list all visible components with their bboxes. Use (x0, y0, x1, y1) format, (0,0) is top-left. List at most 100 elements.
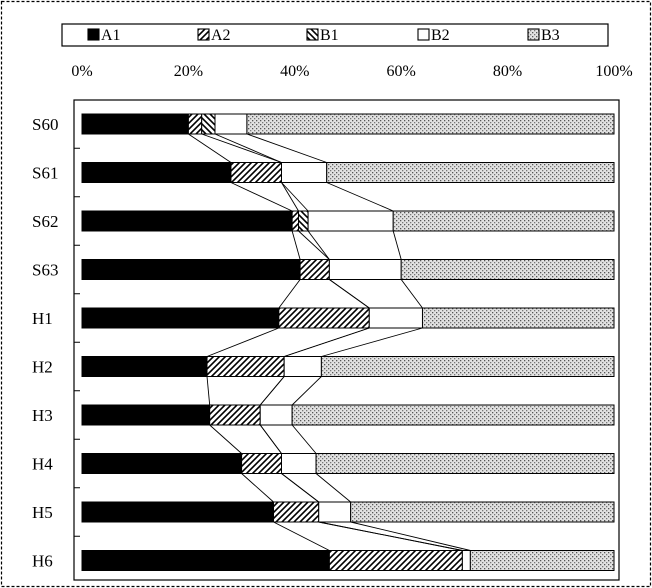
bar-segment-h3-a1 (81, 404, 211, 426)
connector-line (281, 182, 309, 212)
bar-segment-s63-b3 (400, 259, 615, 280)
bar-segment-h2-a2 (206, 356, 285, 377)
connector-line (209, 424, 242, 454)
bar-segment-h6-a1 (81, 550, 330, 571)
y-axis-category-labels: S60 S61 S62 S63 H1 H2 H3 H4 H5 H6 (32, 115, 58, 571)
connector-line (291, 424, 317, 454)
category-label-s62: S62 (32, 212, 58, 231)
bar-segment-s60-a2 (187, 113, 203, 135)
bar-segment-s61-b3 (326, 162, 615, 183)
legend-swatch-b3 (527, 28, 540, 41)
connector-line (298, 230, 330, 260)
connector-line (291, 230, 301, 260)
bar-segment-h2-b3 (320, 356, 615, 377)
connector-line (214, 133, 282, 163)
bar-segment-h5-a2 (273, 501, 320, 523)
bar-segment-h3-b2 (259, 404, 293, 426)
bar-segment-s61-a2 (230, 162, 283, 183)
bar-segment-s62-b2 (307, 210, 394, 232)
legend-label-a1: A1 (101, 27, 121, 44)
category-label-s61: S61 (32, 164, 58, 183)
connector-line (206, 327, 280, 357)
x-axis-tick-labels: 0% 20% 40% 60% 80% 100% (71, 63, 632, 80)
category-label-h5: H5 (32, 503, 53, 522)
bar-segment-s60-b2 (214, 113, 248, 135)
legend-label-a2: A2 (211, 27, 231, 44)
connector-line (201, 133, 282, 163)
connector-line (392, 230, 402, 260)
legend-label-b2: B2 (431, 27, 450, 44)
category-label-s63: S63 (32, 261, 58, 280)
bar-segment-h1-a1 (81, 307, 280, 329)
bar-segment-h1-a2 (278, 307, 370, 329)
bar-segment-s62-a2 (291, 210, 300, 232)
x-tick-label-100-: 100% (595, 63, 632, 80)
connector-line (315, 473, 351, 503)
bar-segment-h1-b3 (421, 307, 615, 329)
connector-line (259, 376, 285, 406)
connector-line (400, 279, 423, 309)
connector-line (318, 521, 463, 551)
bar-segment-s63-b2 (328, 259, 402, 280)
bar-segment-h3-b3 (291, 404, 615, 426)
bar-segment-s63-a2 (299, 259, 330, 280)
connector-line (241, 473, 274, 503)
connector-line (350, 521, 471, 551)
connector-line (188, 133, 232, 163)
bar-segment-h4-b3 (315, 453, 615, 474)
legend-label-b1: B1 (320, 27, 339, 44)
connector-line (329, 279, 370, 309)
category-label-h3: H3 (32, 406, 53, 425)
connector-line (307, 230, 330, 260)
legend-swatch-b2 (417, 28, 430, 41)
x-tick-label-80-: 80% (493, 63, 522, 80)
bars (81, 113, 615, 571)
bar-segment-s62-a1 (81, 210, 293, 232)
category-label-s60: S60 (32, 115, 58, 134)
bar-segment-s60-a1 (81, 113, 189, 135)
category-label-h4: H4 (32, 455, 53, 474)
bar-segment-s61-b2 (281, 162, 328, 183)
connector-line (259, 424, 282, 454)
bar-segment-h4-b2 (281, 453, 317, 474)
legend-label-b3: B3 (541, 27, 560, 44)
bar-segment-h5-a1 (81, 501, 275, 523)
bar-segment-s63-a1 (81, 259, 301, 280)
connector-line (326, 182, 394, 212)
bar-segment-h6-a2 (328, 550, 463, 571)
category-label-h2: H2 (32, 358, 53, 377)
bar-segment-h5-b2 (318, 501, 352, 523)
category-label-h6: H6 (32, 552, 53, 571)
connector-line (321, 327, 423, 357)
x-tick-label-20-: 20% (174, 63, 203, 80)
connector-line (230, 182, 293, 212)
legend-swatch-b1 (306, 28, 319, 41)
bar-segment-s60-b3 (246, 113, 615, 135)
bar-segment-s61-a1 (81, 162, 232, 183)
x-tick-label-60-: 60% (387, 63, 416, 80)
bar-segment-h6-b2 (461, 550, 471, 571)
bar-segment-s62-b3 (392, 210, 615, 232)
connector-lines (188, 133, 471, 551)
connector-line (278, 279, 301, 309)
bar-segment-s60-b1 (201, 113, 216, 135)
connector-line (284, 327, 370, 357)
category-label-h1: H1 (32, 309, 53, 328)
connector-line (246, 133, 327, 163)
connector-line (281, 182, 299, 212)
bar-segment-h4-a1 (81, 453, 243, 474)
connector-line (206, 376, 211, 406)
bar-segment-h5-b3 (350, 501, 615, 523)
bar-segment-h4-a2 (241, 453, 283, 474)
x-tick-label-0-: 0% (71, 63, 92, 80)
legend: A1 A2 B1 B2 B3 (87, 27, 560, 44)
y-axis-ticks (74, 147, 80, 537)
bar-segment-h3-a2 (209, 404, 261, 426)
connector-line (281, 473, 320, 503)
connector-line (273, 521, 330, 551)
legend-swatch-a2 (197, 28, 210, 41)
legend-swatch-a1 (87, 28, 100, 41)
bar-segment-h2-a1 (81, 356, 208, 377)
